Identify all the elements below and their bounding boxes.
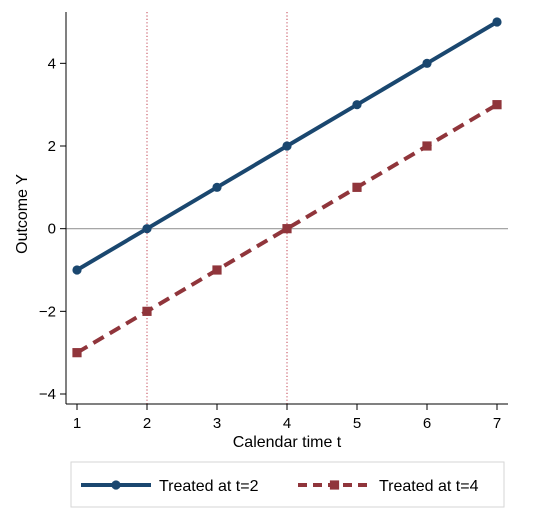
series-1-point — [142, 224, 152, 234]
y-tick-label: 4 — [48, 55, 56, 72]
series-1-point — [352, 100, 362, 110]
series-1-point — [72, 265, 82, 275]
legend-label-2: Treated at t=4 — [379, 478, 479, 495]
series-2-point — [492, 100, 502, 110]
series-1-point — [212, 182, 222, 192]
legend-label-1: Treated at t=2 — [159, 478, 259, 495]
x-tick-label: 5 — [353, 415, 361, 432]
series-2-point — [142, 306, 152, 316]
series-layer — [72, 17, 502, 358]
series-2-point — [422, 141, 432, 151]
x-tick-label: 4 — [283, 415, 291, 432]
series-1-point — [422, 58, 432, 68]
series-2-point — [212, 265, 222, 275]
series-2-point — [352, 182, 362, 192]
y-tick-label: −2 — [39, 303, 56, 320]
x-tick-label: 1 — [73, 415, 81, 432]
series-2-point — [282, 224, 292, 234]
y-tick-label: 0 — [48, 221, 56, 238]
x-tick-label: 6 — [423, 415, 431, 432]
legend: Treated at t=2 Treated at t=4 — [70, 461, 505, 508]
y-tick-label: −4 — [39, 386, 56, 403]
y-axis-title: Outcome Y — [14, 174, 31, 254]
y-axis-ticks: 4 2 0 −2 −4 — [39, 55, 66, 403]
y-tick-label: 2 — [48, 138, 56, 155]
series-2-point — [72, 348, 82, 358]
legend-marker-2 — [329, 480, 340, 490]
x-axis-title: Calendar time t — [233, 434, 342, 451]
x-tick-label: 7 — [493, 415, 501, 432]
legend-marker-1 — [111, 480, 121, 490]
series-1-point — [282, 141, 292, 151]
x-tick-label: 2 — [143, 415, 151, 432]
x-axis-ticks: 1 2 3 4 5 6 7 — [73, 404, 501, 432]
x-tick-label: 3 — [213, 415, 221, 432]
series-1-point — [492, 17, 502, 27]
